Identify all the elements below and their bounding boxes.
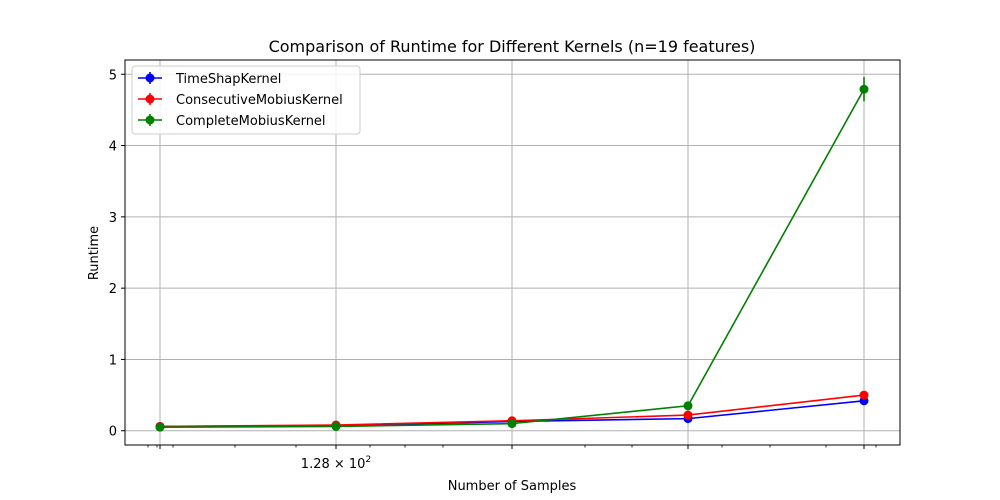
legend-label: TimeShapKernel: [175, 72, 281, 87]
legend-label: CompleteMobiusKernel: [176, 114, 326, 129]
legend-marker: [145, 94, 155, 104]
series-layer: [155, 77, 869, 432]
x-axis-label: Number of Samples: [448, 479, 577, 494]
legend-marker: [145, 73, 155, 83]
legend-marker: [145, 115, 155, 125]
legend-item: TimeShapKernel: [138, 72, 281, 87]
y-tick-label: 2: [109, 282, 117, 297]
x-tick-label: 1.28 × 102: [301, 455, 371, 472]
y-tick-label: 3: [109, 211, 117, 226]
data-point: [155, 422, 165, 432]
data-point: [683, 401, 693, 411]
data-point: [507, 419, 517, 429]
y-axis-label: Runtime: [87, 226, 102, 280]
legend-item: ConsecutiveMobiusKernel: [138, 93, 343, 108]
y-tick-label: 5: [109, 68, 117, 83]
chart-title: Comparison of Runtime for Different Kern…: [269, 37, 756, 56]
legend-item: CompleteMobiusKernel: [138, 114, 326, 129]
data-point: [859, 390, 869, 400]
y-tick-label: 4: [109, 140, 117, 155]
series-CompleteMobiusKernel: [155, 77, 869, 432]
x-tick-label-base: 1.28 × 10: [301, 457, 366, 472]
data-point: [331, 421, 341, 431]
data-point: [859, 84, 869, 94]
legend-label: ConsecutiveMobiusKernel: [176, 93, 343, 108]
y-tick-label: 1: [109, 353, 117, 368]
data-point: [683, 410, 693, 420]
legend: TimeShapKernel ConsecutiveMobiusKernel Com…: [131, 65, 361, 135]
x-tick-label-exponent: 2: [365, 455, 371, 465]
legend-box: [131, 65, 361, 135]
y-tick-label: 0: [109, 425, 117, 440]
